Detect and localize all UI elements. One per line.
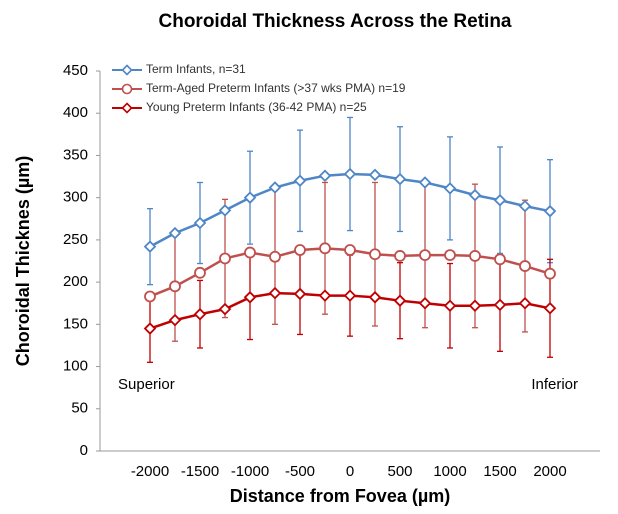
y-tick-label: 450: [63, 62, 88, 79]
marker: [518, 296, 532, 310]
marker: [294, 244, 306, 256]
marker: [343, 289, 357, 302]
legend-marker: [121, 102, 133, 114]
x-axis-label: Distance from Fovea (µm): [230, 486, 450, 506]
marker: [319, 242, 331, 255]
marker: [143, 240, 157, 253]
marker: [168, 226, 182, 240]
marker: [493, 193, 507, 207]
marker: [318, 169, 332, 182]
annotation: Superior: [118, 376, 175, 393]
legend-label: Term-Aged Preterm Infants (>37 wks PMA) …: [146, 81, 406, 95]
marker: [219, 252, 231, 265]
marker: [218, 302, 232, 316]
y-tick-label: 50: [71, 400, 88, 417]
marker: [543, 204, 557, 218]
marker: [218, 204, 232, 217]
x-tick-label: -500: [285, 463, 315, 480]
marker: [394, 250, 406, 262]
marker: [418, 296, 432, 310]
x-tick-label: -1500: [181, 463, 219, 480]
marker: [193, 307, 207, 321]
legend-marker: [121, 83, 133, 95]
marker: [293, 287, 307, 301]
marker: [269, 250, 281, 263]
marker: [494, 253, 506, 266]
marker: [293, 174, 307, 188]
y-tick-label: 200: [63, 273, 88, 290]
marker: [469, 250, 481, 262]
marker: [393, 172, 407, 186]
marker: [243, 291, 257, 304]
marker: [343, 167, 357, 181]
marker: [344, 244, 356, 256]
marker: [493, 298, 507, 312]
legend-label: Young Preterm Infants (36-42 PMA) n=25: [146, 100, 367, 114]
marker: [244, 246, 256, 259]
marker: [243, 191, 257, 204]
y-tick-label: 400: [63, 104, 88, 121]
marker: [368, 291, 382, 304]
x-tick-label: 1500: [483, 463, 516, 480]
marker: [144, 290, 156, 303]
marker: [519, 260, 531, 272]
marker: [268, 181, 282, 194]
x-tick-label: 2000: [533, 463, 566, 480]
y-tick-label: 250: [63, 231, 88, 248]
marker: [369, 248, 381, 261]
y-tick-label: 100: [63, 358, 88, 375]
marker: [368, 168, 382, 182]
marker: [194, 266, 206, 279]
marker: [193, 216, 207, 230]
x-tick-label: -2000: [131, 463, 169, 480]
y-tick-label: 300: [63, 189, 88, 206]
marker: [318, 289, 332, 302]
marker: [168, 313, 182, 327]
y-tick-label: 350: [63, 146, 88, 163]
x-tick-label: 1000: [433, 463, 466, 480]
marker: [443, 299, 457, 313]
marker: [468, 188, 482, 202]
marker: [443, 182, 457, 195]
marker: [143, 322, 157, 335]
marker: [468, 299, 482, 313]
legend-label: Term Infants, n=31: [146, 62, 246, 76]
chart-title: Choroidal Thickness Across the Retina: [159, 11, 512, 32]
x-tick-label: 0: [346, 463, 354, 480]
annotation: Inferior: [531, 376, 578, 393]
marker: [393, 294, 407, 307]
x-tick-label: -1000: [231, 463, 269, 480]
marker: [169, 280, 181, 293]
marker: [543, 302, 557, 315]
marker: [419, 249, 431, 261]
marker: [418, 176, 432, 189]
marker: [444, 249, 456, 261]
y-tick-label: 0: [80, 442, 88, 459]
x-tick-label: 500: [387, 463, 412, 480]
legend-marker: [121, 64, 133, 76]
marker: [518, 199, 532, 213]
y-axis-label: Choroidal Thicknes (µm): [13, 156, 33, 366]
marker: [544, 267, 556, 280]
marker: [268, 286, 282, 300]
y-tick-label: 150: [63, 315, 88, 332]
